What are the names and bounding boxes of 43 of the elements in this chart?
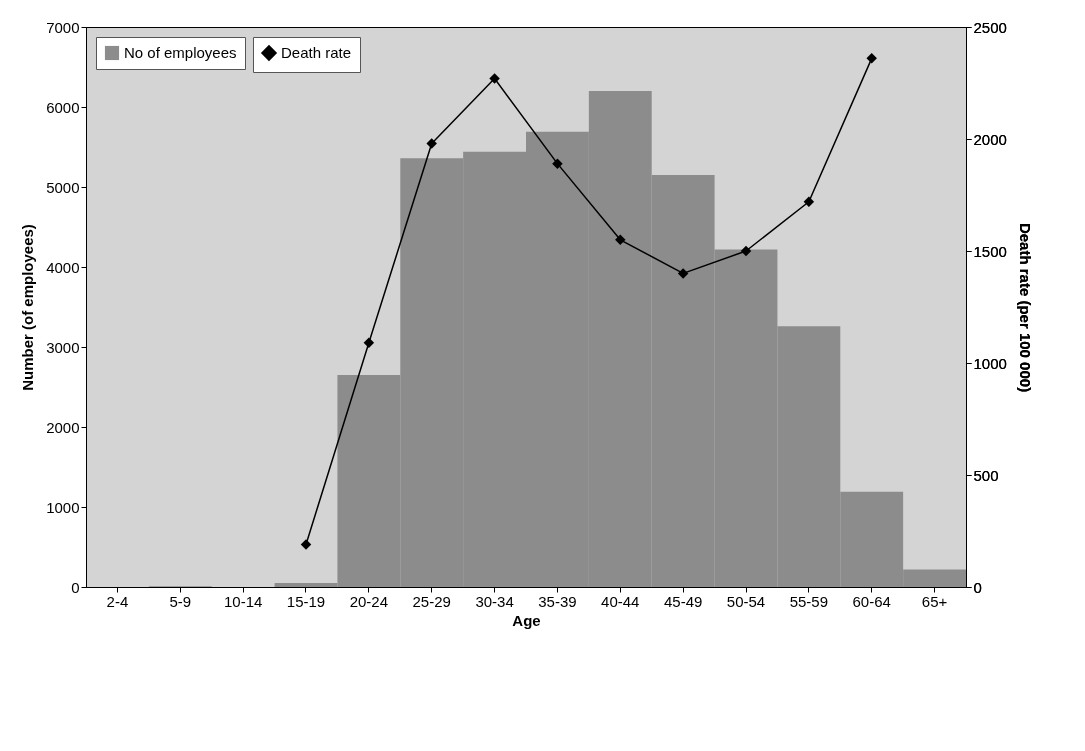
x-tick-label: 2-4 (106, 592, 129, 610)
y2-tick-label: 2500 (973, 18, 1007, 36)
y-tick-label: 3000 (46, 338, 80, 356)
y2-tick-label: 2000 (973, 130, 1007, 148)
y2-tick-label: 500 (973, 466, 999, 484)
y2-axis-title: Death rate (per 100 000) (1016, 222, 1034, 393)
y-tick-label: 2000 (46, 418, 80, 436)
y-tick-label: 1000 (46, 498, 80, 516)
y2-tick-label: 0 (973, 578, 982, 596)
point (300, 539, 312, 550)
x-tick-label: 10-14 (223, 592, 263, 610)
point (552, 158, 563, 169)
point (426, 138, 437, 149)
x-tick-label: 5-9 (169, 592, 192, 610)
y-tick-label: 6000 (46, 98, 80, 116)
point (615, 234, 626, 246)
x-tick-label: 55-59 (789, 592, 829, 610)
y-tick-label: 4000 (46, 258, 80, 276)
y-tick-label: 0 (71, 578, 80, 596)
point (740, 245, 752, 257)
x-tick-label: 45-49 (663, 592, 703, 610)
point (489, 73, 500, 84)
point (677, 268, 689, 279)
point (803, 196, 815, 207)
y2-tick-label: 1500 (973, 242, 1007, 260)
x-tick-label: 15-19 (286, 592, 326, 610)
x-axis-title: Age (512, 611, 541, 629)
y2-tick-label: 1000 (973, 354, 1007, 372)
y-tick-label: 5000 (46, 178, 80, 196)
x-tick-label: 60-64 (852, 592, 891, 610)
point (363, 337, 375, 349)
x-tick-label: 25-29 (412, 592, 451, 610)
point (866, 53, 877, 64)
x-tick-label: 35-39 (538, 592, 577, 610)
x-tick-label: 30-34 (475, 592, 514, 610)
legend-label: Death rate (281, 44, 352, 61)
x-tick-label: 50-54 (726, 592, 766, 610)
x-tick-label: 65+ (921, 592, 948, 610)
y-axis-title: Number (of employees) (19, 224, 37, 391)
x-tick-label: 20-24 (349, 592, 389, 610)
y-tick-label: 7000 (46, 18, 80, 36)
legend-label: No of employees (124, 44, 237, 61)
x-tick-label: 40-44 (601, 592, 640, 610)
